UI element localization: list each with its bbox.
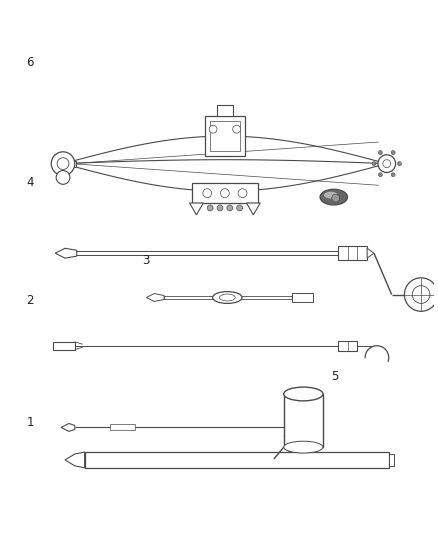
Circle shape xyxy=(220,189,230,198)
Bar xyxy=(389,454,394,466)
Circle shape xyxy=(209,125,217,133)
Bar xyxy=(53,342,75,350)
Text: 2: 2 xyxy=(26,294,34,307)
Polygon shape xyxy=(247,203,260,215)
Polygon shape xyxy=(61,424,75,431)
Polygon shape xyxy=(65,452,85,468)
Bar xyxy=(338,246,367,260)
Bar xyxy=(205,116,244,156)
Circle shape xyxy=(51,152,75,175)
Ellipse shape xyxy=(212,292,242,303)
Text: 6: 6 xyxy=(26,56,34,69)
Bar xyxy=(164,296,292,299)
Circle shape xyxy=(332,194,339,202)
Bar xyxy=(210,122,240,151)
Bar xyxy=(292,293,313,302)
Circle shape xyxy=(238,189,247,198)
Circle shape xyxy=(398,161,402,166)
Text: 4: 4 xyxy=(26,176,34,189)
Circle shape xyxy=(378,155,396,173)
Ellipse shape xyxy=(324,192,338,199)
Text: 3: 3 xyxy=(142,254,150,266)
Bar xyxy=(284,394,323,447)
Ellipse shape xyxy=(284,387,323,401)
Polygon shape xyxy=(190,203,203,215)
Circle shape xyxy=(203,189,212,198)
Bar xyxy=(58,160,76,167)
Circle shape xyxy=(391,173,395,176)
Circle shape xyxy=(412,286,430,303)
Polygon shape xyxy=(146,294,164,302)
Bar xyxy=(191,183,258,203)
Bar xyxy=(338,341,357,351)
Circle shape xyxy=(227,205,233,211)
Polygon shape xyxy=(367,248,374,258)
Polygon shape xyxy=(63,160,387,191)
Circle shape xyxy=(378,151,382,155)
Circle shape xyxy=(372,161,376,166)
Bar xyxy=(217,104,233,116)
Circle shape xyxy=(56,171,70,184)
Bar xyxy=(70,251,338,255)
Polygon shape xyxy=(55,248,77,258)
Ellipse shape xyxy=(219,294,235,301)
Polygon shape xyxy=(63,136,387,167)
Circle shape xyxy=(378,173,382,176)
Ellipse shape xyxy=(284,441,323,453)
Circle shape xyxy=(57,158,69,169)
Circle shape xyxy=(237,205,243,211)
Circle shape xyxy=(391,151,395,155)
Bar xyxy=(110,424,134,430)
Circle shape xyxy=(207,205,213,211)
Bar xyxy=(85,452,389,468)
Circle shape xyxy=(233,125,240,133)
Text: 1: 1 xyxy=(26,416,34,430)
Text: 5: 5 xyxy=(331,370,339,383)
Ellipse shape xyxy=(320,189,347,205)
Circle shape xyxy=(217,205,223,211)
Circle shape xyxy=(383,160,391,167)
Circle shape xyxy=(404,278,438,311)
